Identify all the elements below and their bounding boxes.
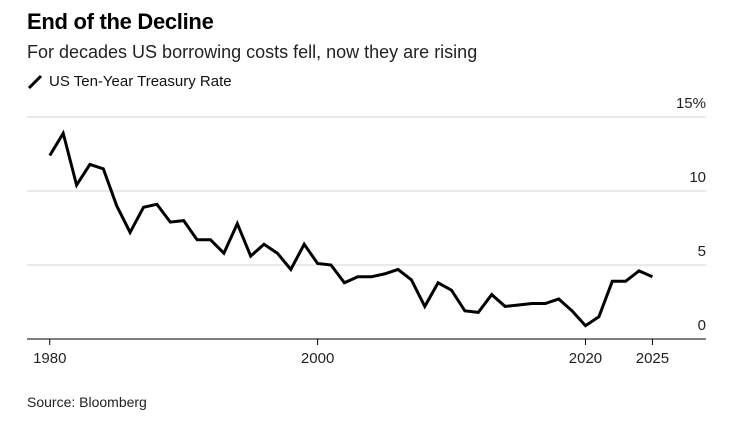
x-axis: 1980 2000 2020 2025 xyxy=(27,338,706,367)
legend: US Ten-Year Treasury Rate xyxy=(27,73,232,90)
x-tick-label: 2025 xyxy=(636,350,669,367)
y-tick-label: 0 xyxy=(698,317,706,334)
x-tick-label: 2020 xyxy=(569,350,602,367)
x-tick-label: 1980 xyxy=(33,350,66,367)
legend-label: US Ten-Year Treasury Rate xyxy=(49,73,232,90)
series-layer xyxy=(48,129,654,328)
gridlines xyxy=(27,116,706,266)
y-axis-ticks: 15% 10 5 0 xyxy=(676,95,706,334)
series-line xyxy=(48,129,654,328)
source-note: Source: Bloomberg xyxy=(27,394,147,410)
chart-subtitle: For decades US borrowing costs fell, now… xyxy=(27,42,478,62)
y-tick-label: 15% xyxy=(676,95,706,112)
y-tick-label: 10 xyxy=(689,169,706,186)
legend-line-icon xyxy=(27,74,43,89)
y-tick-label: 5 xyxy=(698,243,706,260)
chart-title: End of the Decline xyxy=(27,9,214,34)
x-tick-label: 2000 xyxy=(301,350,334,367)
